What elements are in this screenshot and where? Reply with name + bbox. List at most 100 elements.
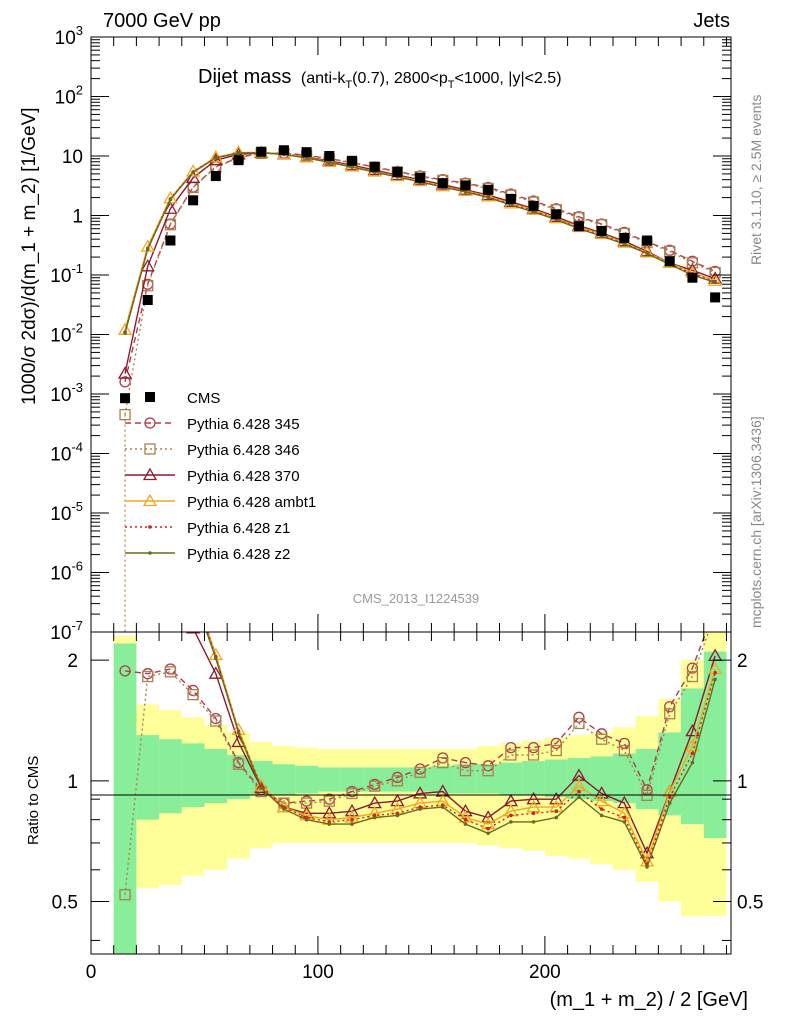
ratio-point-pythia-6-428-z2 [259, 786, 264, 790]
main-y-tick-label: 103 [55, 23, 83, 49]
ratio-point-pythia-6-428-z1 [713, 670, 717, 675]
ratio-y-tick-label: 2 [67, 651, 78, 672]
cms-data-point [188, 195, 199, 206]
stat-uncertainty-band [272, 764, 296, 796]
ratio-point-pythia-6-428-z2 [599, 813, 604, 818]
ratio-line-pythia-6-428-ambt1 [207, 632, 716, 864]
ratio-y-tick-label: 0.5 [52, 893, 78, 914]
main-point-pythia-6-428-z2 [645, 251, 649, 256]
ratio-point-pythia-6-428-346 [710, 609, 720, 619]
stat-uncertainty-band [204, 749, 228, 804]
stat-uncertainty-band [431, 765, 455, 794]
ratio-point-pythia-6-428-z2 [282, 807, 286, 811]
ratio-point-pythia-6-428-370 [142, 547, 154, 558]
stat-uncertainty-band [113, 643, 137, 954]
legend-label-pythia-6-428-ambt1: Pythia 6.428 ambt1 [187, 494, 316, 511]
ratio-uncertainty-bands [113, 632, 727, 954]
ratio-point-pythia-6-428-z1 [191, 588, 195, 592]
legend-marker-pythia-6-428-370 [142, 467, 158, 481]
main-y-tick-label: 1 [72, 207, 83, 228]
main-point-pythia-6-428-ambt1 [707, 273, 723, 286]
ratio-point-pythia-6-428-346 [482, 765, 494, 777]
cms-data-point [369, 161, 380, 172]
ratio-point-pythia-6-428-z2 [418, 807, 422, 811]
ratio-point-pythia-6-428-z2 [645, 865, 649, 869]
ratio-point-pythia-6-428-z2 [463, 822, 468, 826]
main-y-tick-label: 10-4 [50, 440, 83, 466]
ratio-point-pythia-6-428-z2 [577, 795, 581, 800]
main-y-tick-label: 102 [55, 83, 83, 109]
ratio-point-pythia-6-428-346 [369, 780, 381, 792]
cms-data-point [687, 272, 698, 283]
ratio-point-pythia-6-428-z1 [531, 811, 536, 816]
ratio-series [119, 430, 723, 901]
ratio-point-pythia-6-428-z1 [577, 789, 581, 794]
ratio-point-pythia-6-428-z1 [509, 813, 513, 818]
ratio-point-pythia-6-428-345 [527, 741, 540, 754]
ratio-point-pythia-6-428-346 [437, 756, 449, 769]
main-point-pythia-6-428-370 [163, 201, 178, 214]
ratio-point-pythia-6-428-346 [119, 889, 131, 901]
cms-data-point [642, 235, 653, 246]
cms-data-point [256, 146, 267, 157]
cms-data-point [596, 225, 607, 236]
main-line-pythia-6-428-345 [124, 152, 716, 383]
main-point-pythia-6-428-z2 [531, 210, 536, 214]
legend-label-cms: CMS [187, 390, 220, 407]
stat-uncertainty-band [295, 765, 318, 794]
legend-label-pythia-6-428-z2: Pythia 6.428 z2 [187, 546, 290, 563]
stat-uncertainty-band [136, 735, 160, 820]
legend-label-pythia-6-428-345: Pythia 6.428 345 [187, 416, 300, 433]
cms-data-point [710, 292, 721, 303]
title-detail: (anti-k [301, 70, 346, 87]
mcplots-reference-label: mcplots.cern.ch [arXiv:1306.3436] [748, 416, 764, 628]
cms-data-point [392, 166, 403, 177]
ratio-point-pythia-6-428-ambt1 [344, 810, 360, 823]
cms-data-point [437, 178, 448, 189]
ratio-point-pythia-6-428-z1 [599, 807, 604, 811]
cms-data-point [346, 155, 357, 166]
main-point-pythia-6-428-z2 [123, 331, 127, 336]
legend-marker-pythia-6-428-z2 [148, 551, 152, 555]
main-point-pythia-6-428-ambt1 [481, 189, 496, 202]
ratio-point-pythia-6-428-346 [459, 765, 472, 777]
ratio-point-pythia-6-428-346 [164, 666, 177, 678]
ratio-point-pythia-6-428-345 [187, 684, 199, 697]
main-point-pythia-6-428-346 [164, 219, 177, 231]
energy-label: 7000 GeV pp [103, 10, 221, 32]
ratio-point-pythia-6-428-346 [550, 744, 562, 757]
cms-data-point [505, 193, 516, 204]
watermark: CMS_2013_I1224539 [353, 591, 480, 606]
ratio-point-pythia-6-428-ambt1 [254, 778, 269, 792]
ratio-point-pythia-6-428-z2 [486, 831, 490, 836]
ratio-point-pythia-6-428-ambt1 [187, 581, 199, 592]
ratio-point-pythia-6-428-346 [232, 758, 245, 770]
ratio-point-pythia-6-428-z2 [327, 822, 332, 826]
ratio-point-pythia-6-428-z2 [169, 502, 173, 506]
ratio-point-pythia-6-428-z2 [191, 591, 195, 595]
ratio-point-pythia-6-428-370 [594, 786, 609, 799]
ratio-point-pythia-6-428-370 [685, 723, 700, 737]
ratio-point-pythia-6-428-370 [322, 805, 337, 819]
ratio-point-pythia-6-428-346 [527, 749, 540, 761]
ratio-point-pythia-6-428-z2 [713, 677, 717, 682]
main-point-pythia-6-428-z2 [622, 242, 627, 246]
legend-marker-pythia-6-428-345 [144, 417, 156, 429]
title-detail-3: <1000, |y|<2.5) [454, 70, 561, 87]
main-plot-frame [90, 36, 732, 633]
ratio-point-pythia-6-428-z1 [146, 430, 150, 434]
main-point-pythia-6-428-z2 [168, 197, 173, 202]
ratio-point-pythia-6-428-370 [549, 791, 564, 805]
ratio-plot-frame [90, 631, 732, 955]
ratio-point-pythia-6-428-345 [573, 711, 585, 723]
ratio-point-pythia-6-428-346 [573, 717, 585, 730]
cms-data-point [142, 295, 153, 306]
ratio-point-pythia-6-428-z2 [146, 438, 150, 442]
ratio-point-pythia-6-428-z2 [554, 815, 559, 820]
main-y-tick-label: 10-2 [50, 321, 83, 347]
ratio-point-pythia-6-428-346 [210, 715, 222, 727]
stat-uncertainty-band [499, 762, 523, 796]
rivet-version-label: Rivet 3.1.10, ≥ 2.5M events [748, 95, 764, 265]
